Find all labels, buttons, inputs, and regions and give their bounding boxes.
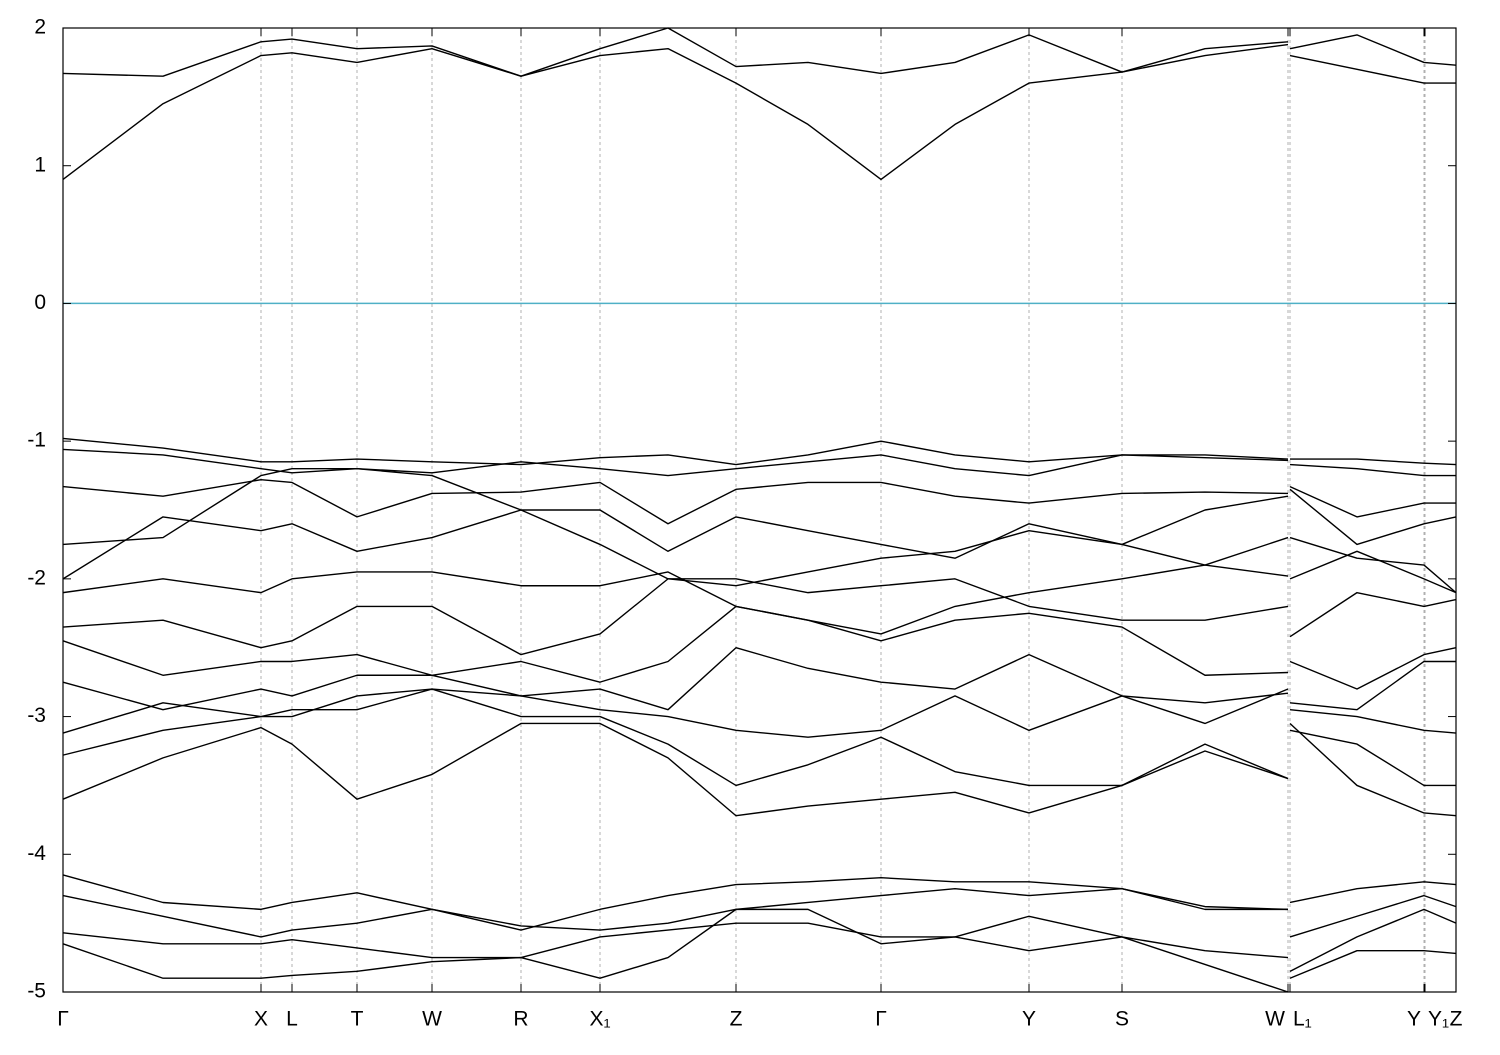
band-line — [62, 888, 1457, 938]
y-tick-label: 2 — [34, 16, 46, 39]
x-tick-label: Z — [730, 1008, 743, 1031]
x-tick-label: X₁ — [589, 1008, 610, 1031]
band-line — [62, 43, 1456, 181]
band-line — [62, 578, 1457, 656]
band-line — [62, 479, 1456, 525]
band-line — [62, 908, 1457, 993]
y-tick-label: 1 — [34, 153, 46, 176]
x-tick-label: W — [422, 1008, 442, 1031]
y-tick-label: -1 — [27, 429, 46, 452]
x-tick-label: W — [1265, 1008, 1285, 1031]
x-tick-label: Y — [1407, 1008, 1421, 1031]
x-tick-label: Γ — [57, 1008, 69, 1031]
x-tick-label: R — [513, 1008, 528, 1031]
y-tick-label: -2 — [27, 566, 46, 589]
x-tick-label: Γ — [875, 1008, 887, 1031]
x-tick-label: L — [286, 1008, 298, 1031]
y-tick-label: -3 — [27, 704, 46, 727]
x-tick-label: Z — [1450, 1008, 1463, 1031]
band-line — [62, 467, 1457, 559]
plot-frame — [62, 27, 1457, 993]
x-tick-label: L₁ — [1293, 1008, 1312, 1031]
band-line — [62, 722, 1457, 817]
x-tick-label: Y — [1022, 1008, 1036, 1031]
band-line — [62, 874, 1457, 931]
y-tick-label: -5 — [27, 980, 46, 1003]
y-tick-label: -4 — [27, 842, 46, 865]
band-line — [62, 437, 1457, 466]
x-tick-label: Y₁ — [1428, 1008, 1449, 1031]
y-tick-label: 0 — [34, 291, 46, 314]
band-line — [62, 550, 1457, 635]
band-line — [62, 688, 1456, 787]
band-line — [62, 647, 1456, 711]
x-tick-label: S — [1115, 1008, 1129, 1031]
band-line — [62, 915, 1457, 979]
x-tick-label: X — [254, 1008, 268, 1031]
x-tick-label: T — [351, 1008, 364, 1031]
band-line — [62, 688, 1457, 738]
band-line — [62, 605, 1457, 690]
